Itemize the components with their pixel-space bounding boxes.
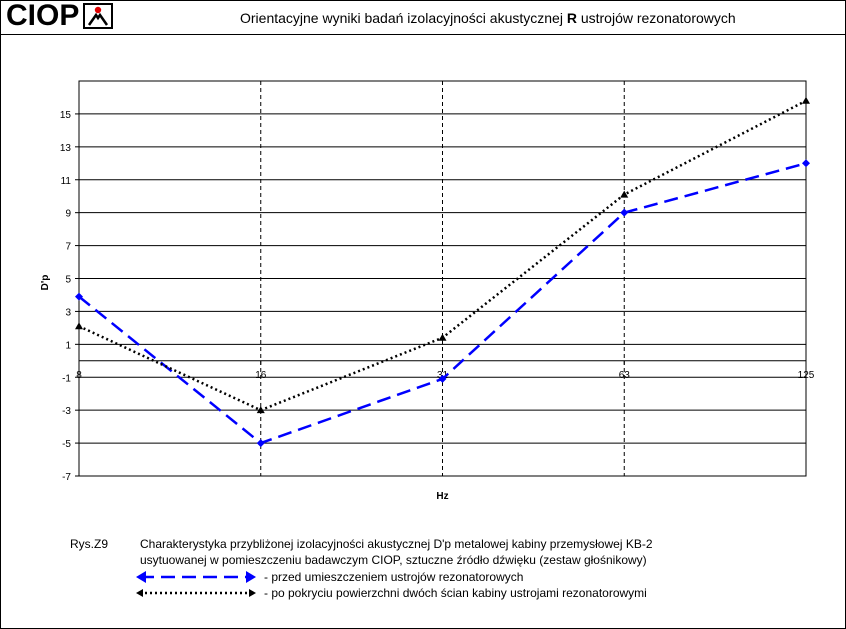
x-tick-label: 125 xyxy=(798,370,815,381)
y-tick-label: -5 xyxy=(62,439,71,450)
ciop-logo: CIOP xyxy=(6,0,114,32)
series-2-point xyxy=(802,96,810,104)
y-tick-label: -7 xyxy=(62,472,71,483)
x-axis-title: Hz xyxy=(436,491,448,502)
legend-label-series-1: - przed umieszczeniem ustrojów rezonator… xyxy=(264,570,524,584)
legend-item-series-2: - po pokryciu powierzchni dwóch ścian ka… xyxy=(136,585,647,601)
y-tick-label: 7 xyxy=(65,242,71,253)
series-2-point xyxy=(620,190,629,198)
page-title: Orientacyjne wyniki badań izolacyjności … xyxy=(240,10,736,26)
y-tick-label: 3 xyxy=(65,307,71,318)
legend-item-series-1: - przed umieszczeniem ustrojów rezonator… xyxy=(136,569,647,585)
y-tick-label: 1 xyxy=(65,340,71,351)
x-tick-label: 63 xyxy=(619,370,631,381)
y-tick-label: 13 xyxy=(60,143,72,154)
caption-line-1: Charakterystyka przybliżonej izolacyjnoś… xyxy=(140,537,653,551)
legend-swatch-series-1 xyxy=(136,571,256,583)
x-tick-label: 16 xyxy=(255,370,267,381)
y-tick-label: 11 xyxy=(61,176,72,187)
legend: - przed umieszczeniem ustrojów rezonator… xyxy=(136,569,647,601)
header: CIOP Orientacyjne wyniki badań izolacyjn… xyxy=(0,0,846,35)
series-line-1 xyxy=(78,162,807,445)
title-text-start: Orientacyjne wyniki badań izolacyjności … xyxy=(240,10,567,26)
x-tick-label: 8 xyxy=(76,370,82,381)
y-tick-label: 9 xyxy=(65,209,71,220)
title-bold-letter: R xyxy=(566,10,577,26)
title-text-end: ustrojów rezonatorowych xyxy=(576,10,736,26)
series-2-point xyxy=(256,406,265,414)
logo-mark-icon xyxy=(83,3,114,29)
y-tick-label: -3 xyxy=(62,406,71,417)
series-1-point xyxy=(256,439,265,448)
series-1-point xyxy=(802,159,810,168)
y-tick-label: 5 xyxy=(65,275,71,286)
figure-label: Rys.Z9 xyxy=(70,537,109,551)
series-1-point xyxy=(438,374,447,383)
figure-caption: Rys.Z9 Charakterystyka przybliżonej izol… xyxy=(70,536,653,568)
series-1-point xyxy=(75,292,83,301)
logo-text: CIOP xyxy=(6,0,80,32)
series-1-point xyxy=(620,208,629,217)
y-tick-label: -1 xyxy=(62,373,71,384)
legend-label-series-2: - po pokryciu powierzchni dwóch ścian ka… xyxy=(264,586,647,600)
chart: -7-5-3-1135791113158163163125D'pHz xyxy=(40,80,815,502)
series-2-point xyxy=(438,333,447,341)
y-axis-title: D'p xyxy=(40,275,51,291)
caption-line-2: usytuowanej w pomieszczeniu badawczym CI… xyxy=(140,553,647,567)
series-2-point xyxy=(75,322,83,330)
legend-swatch-series-2 xyxy=(136,589,256,597)
y-tick-label: 15 xyxy=(60,110,72,121)
